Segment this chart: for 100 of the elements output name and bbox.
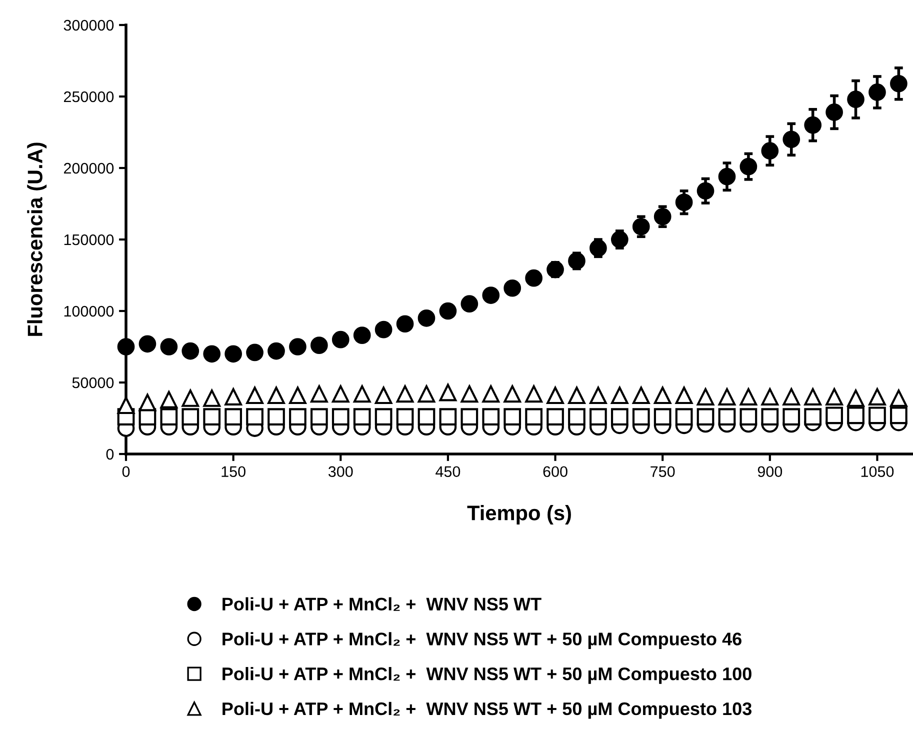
y-tick-label: 0	[106, 448, 114, 460]
point	[696, 388, 714, 406]
point	[654, 208, 672, 226]
point	[590, 239, 607, 257]
y-tick-label: 150000	[64, 234, 114, 246]
point	[804, 408, 822, 426]
point	[546, 408, 564, 426]
point	[504, 279, 522, 297]
point	[439, 408, 457, 426]
legend-label: Poli-U + ATP + MnCl₂ + WNV NS5 WT + 50 µM Compuesto 46	[222, 632, 742, 649]
point	[160, 408, 178, 426]
point	[740, 408, 758, 426]
point	[332, 385, 350, 403]
point	[224, 345, 242, 363]
point	[160, 338, 178, 356]
point	[268, 342, 285, 360]
point	[138, 335, 156, 353]
point	[224, 408, 242, 426]
point	[568, 252, 586, 270]
x-tick-label: 600	[543, 466, 568, 478]
point	[847, 390, 864, 407]
point	[182, 342, 200, 360]
point	[439, 384, 457, 402]
point	[268, 386, 285, 404]
point	[740, 388, 758, 406]
point	[418, 385, 436, 403]
point	[374, 386, 392, 404]
point	[654, 408, 672, 426]
x-tick-label: 150	[222, 466, 246, 478]
point	[890, 390, 908, 407]
point	[353, 326, 371, 344]
point	[610, 408, 628, 426]
point	[203, 345, 221, 363]
x-tick-label: 750	[650, 466, 675, 478]
point	[396, 315, 414, 333]
point	[826, 388, 843, 406]
point	[182, 390, 200, 407]
point	[590, 386, 607, 404]
point	[675, 194, 693, 212]
point	[890, 406, 908, 424]
point	[632, 386, 650, 404]
point	[632, 408, 650, 426]
legend-label: Poli-U + ATP + MnCl₂ + WNV NS5 WT + 50 µM Compuesto 100	[222, 667, 752, 684]
point	[568, 408, 586, 426]
point	[418, 309, 436, 327]
point	[847, 90, 864, 108]
point	[310, 408, 328, 426]
point	[782, 388, 800, 406]
point	[826, 406, 843, 424]
point	[460, 385, 478, 403]
point	[418, 408, 436, 426]
point	[289, 386, 306, 404]
point	[289, 338, 306, 356]
x-tick-label: 450	[436, 466, 460, 478]
point	[675, 386, 693, 404]
point	[525, 408, 542, 426]
point	[332, 408, 350, 426]
point	[246, 344, 264, 362]
point	[353, 408, 371, 426]
point	[374, 320, 392, 338]
point	[675, 408, 693, 426]
point	[504, 385, 522, 403]
x-tick-label: 900	[758, 466, 782, 478]
point	[268, 408, 285, 426]
point	[439, 302, 457, 320]
x-tick-label: 0	[122, 466, 130, 478]
point	[482, 408, 500, 426]
point	[396, 408, 414, 426]
point	[353, 385, 371, 403]
point	[546, 260, 564, 278]
x-tick-label: 1050	[861, 466, 894, 478]
y-tick-label: 100000	[64, 306, 114, 317]
point	[460, 295, 478, 313]
point	[868, 84, 886, 101]
point	[203, 390, 221, 407]
point	[761, 408, 779, 426]
point	[117, 396, 135, 414]
point	[610, 230, 628, 248]
point	[590, 408, 607, 426]
point	[224, 388, 242, 406]
x-tick-label: 300	[328, 466, 353, 478]
point	[868, 406, 886, 424]
point	[761, 142, 779, 160]
point	[654, 386, 672, 404]
y-axis-title: Fluorescencia (U.A)	[27, 142, 47, 336]
point	[460, 408, 478, 426]
point	[117, 338, 135, 356]
point	[804, 388, 822, 406]
point	[525, 269, 542, 287]
x-axis-title: Tiempo (s)	[467, 505, 571, 524]
point	[396, 385, 414, 403]
point	[826, 104, 843, 121]
point	[740, 158, 758, 176]
point	[568, 386, 586, 404]
point	[246, 408, 264, 426]
point	[246, 386, 264, 404]
point	[761, 388, 779, 406]
point	[374, 408, 392, 426]
point	[310, 336, 328, 354]
point	[804, 116, 822, 134]
